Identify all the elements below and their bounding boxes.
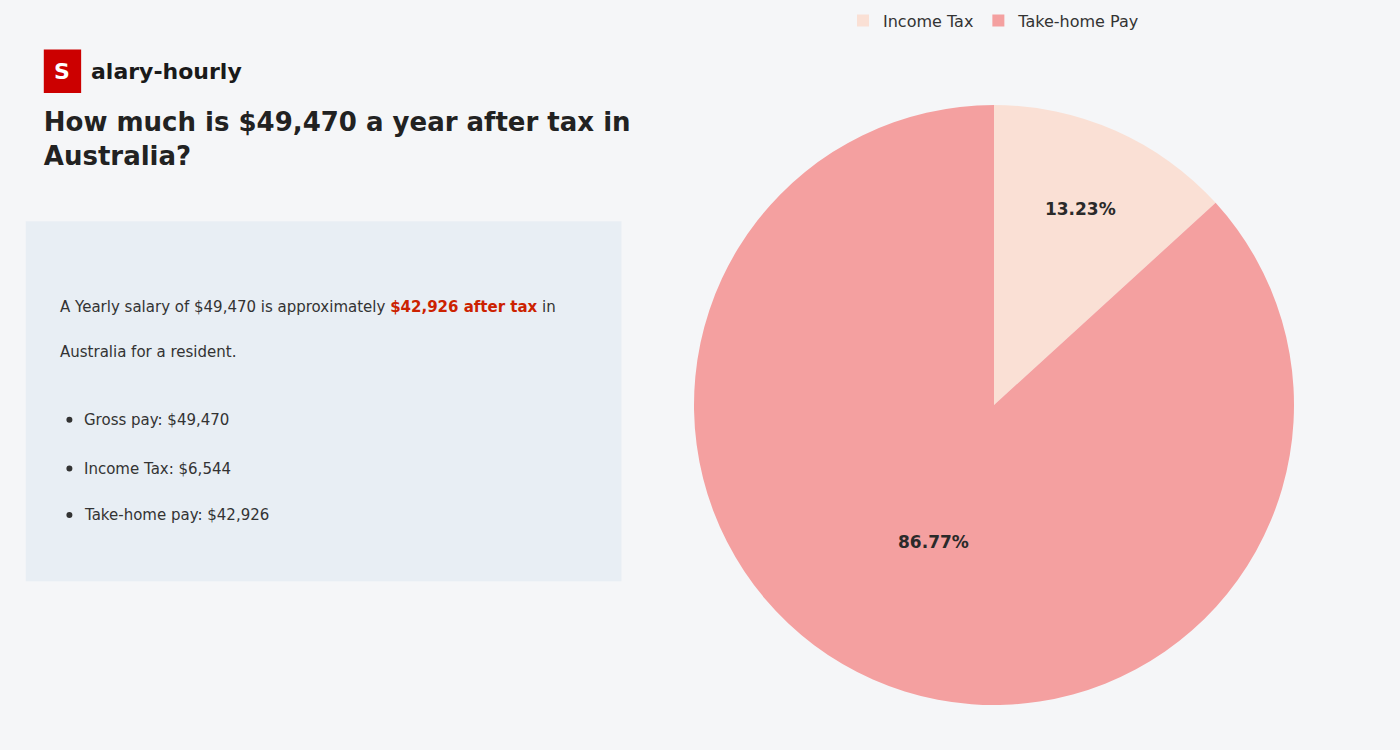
svg-text:Income Tax: $6,544: Income Tax: $6,544 bbox=[84, 460, 231, 478]
svg-text:S: S bbox=[54, 59, 70, 84]
svg-text:13.23%: 13.23% bbox=[1045, 199, 1116, 219]
svg-text:Take-home pay: $42,926: Take-home pay: $42,926 bbox=[84, 506, 269, 524]
svg-text:Take-home Pay: Take-home Pay bbox=[1017, 12, 1138, 31]
svg-text:Australia for a resident.: Australia for a resident. bbox=[60, 343, 236, 361]
svg-text:How much is $49,470 a year aft: How much is $49,470 a year after tax inA… bbox=[44, 107, 631, 171]
svg-text:alary-hourly: alary-hourly bbox=[91, 59, 242, 84]
svg-text:A Yearly salary of $49,470 is: A Yearly salary of $49,470 is approximat… bbox=[60, 298, 556, 316]
svg-text:86.77%: 86.77% bbox=[898, 532, 969, 552]
svg-text:Gross pay: $49,470: Gross pay: $49,470 bbox=[84, 411, 229, 429]
svg-text:Income Tax: Income Tax bbox=[883, 12, 973, 31]
